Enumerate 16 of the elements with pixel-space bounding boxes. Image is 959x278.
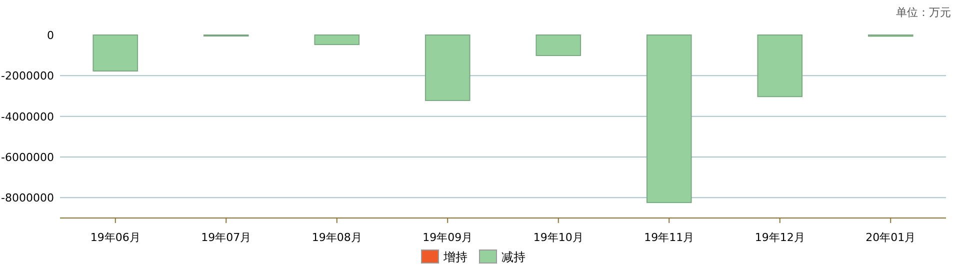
legend-label: 减持 — [502, 250, 526, 264]
x-tick-label: 19年10月 — [533, 231, 584, 244]
x-tick-label: 19年11月 — [644, 231, 694, 244]
legend-label: 增持 — [442, 250, 468, 264]
y-tick-label: -8000000 — [1, 192, 54, 205]
y-tick-label: -4000000 — [1, 110, 54, 124]
text: 单位：万元 — [896, 6, 951, 19]
y-tick-label: 0 — [47, 29, 54, 42]
x-tick-label: 19年06月 — [90, 231, 140, 244]
y-tick-label: -6000000 — [1, 151, 54, 164]
x-tick-label: 20年01月 — [866, 231, 916, 244]
x-tick-label: 19年09月 — [422, 231, 473, 244]
x-tick-label: 19年07月 — [201, 231, 252, 244]
y-tick-label: -2000000 — [1, 70, 54, 83]
x-tick-label: 19年12月 — [754, 231, 805, 244]
x-tick-label: 19年08月 — [312, 231, 362, 244]
